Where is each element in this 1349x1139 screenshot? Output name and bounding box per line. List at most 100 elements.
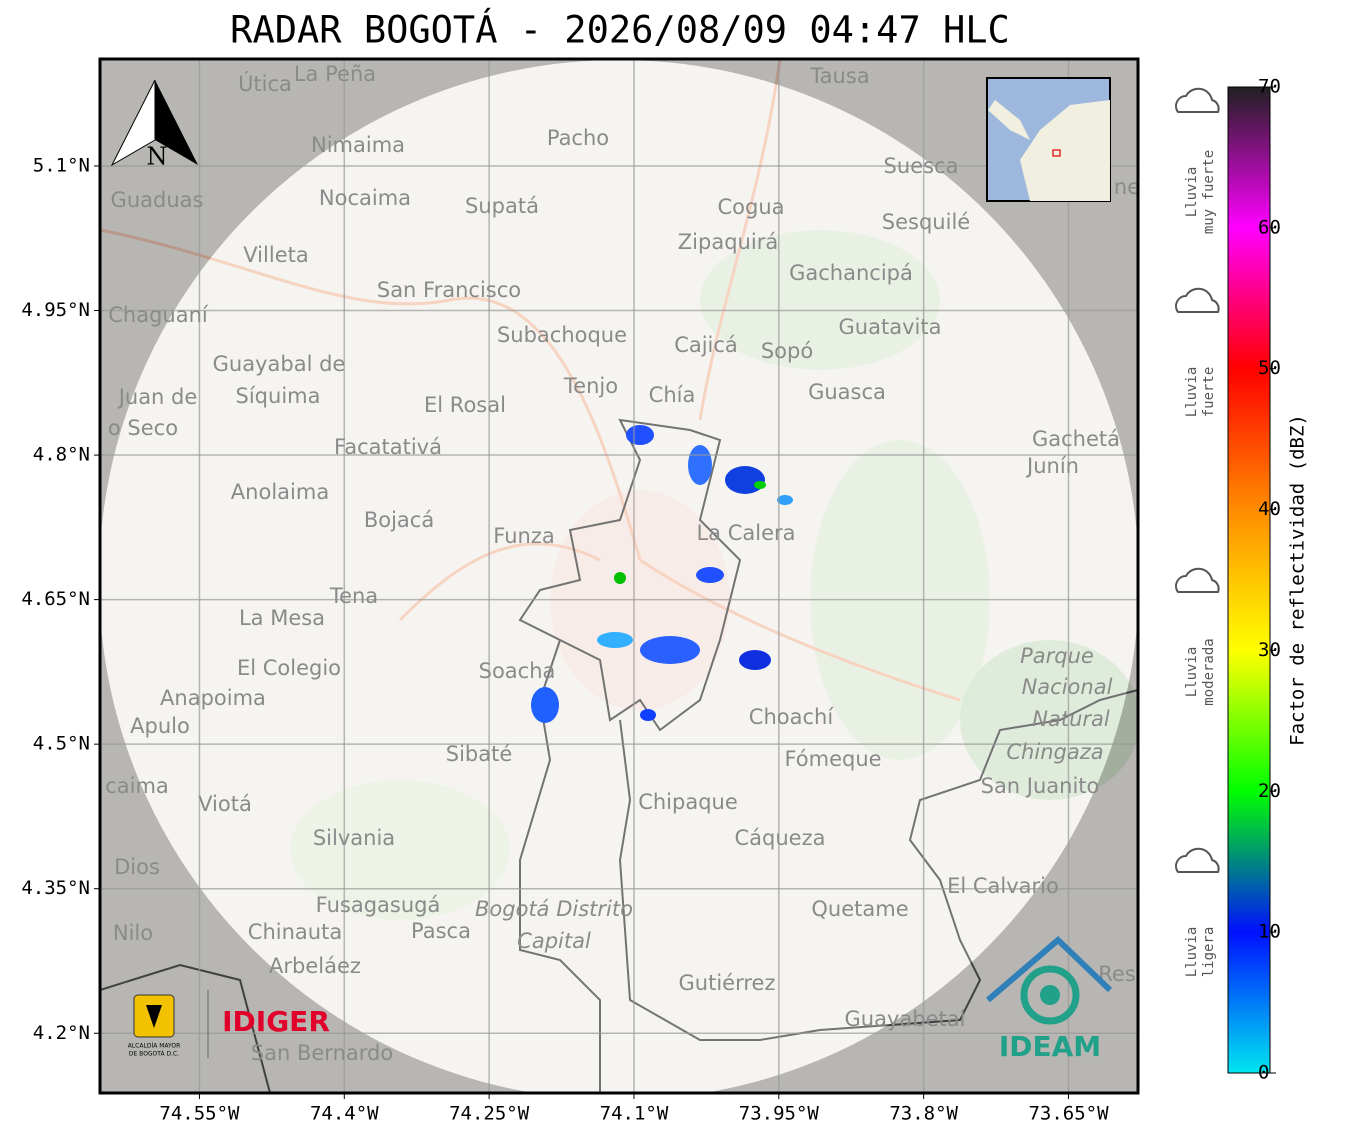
- rain-label: Lluvia: [1184, 647, 1200, 698]
- place-label: Supatá: [465, 194, 539, 218]
- place-label: Arbeláez: [269, 954, 361, 978]
- place-label: Viotá: [198, 792, 252, 816]
- place-label: El Colegio: [237, 656, 341, 680]
- colorbar-tick-label: 30: [1258, 639, 1281, 661]
- colorbar-tick-label: 50: [1258, 357, 1281, 379]
- rain-label: Lluvia: [1184, 367, 1200, 418]
- colorbar-label: Factor de reflectividad (dBZ): [1287, 414, 1309, 746]
- place-label: Fómeque: [784, 747, 881, 771]
- rain-label: moderada: [1201, 638, 1217, 705]
- place-label: Gachancipá: [789, 261, 913, 285]
- north-arrow: N: [110, 79, 198, 171]
- map-frame: [98, 57, 1140, 1095]
- place-label: La Calera: [696, 521, 795, 545]
- alcaldia-text: DE BOGOTÁ D.C.: [129, 1051, 179, 1058]
- place-label: caima: [105, 774, 169, 798]
- place-labels: Útica La Peña Tausa Pacho Nimaima Suesca Guadu…: [105, 62, 1140, 1065]
- inset-map: [986, 77, 1111, 202]
- place-label: Fusagasugá: [316, 893, 441, 917]
- colorbar-tick-label: 70: [1258, 76, 1281, 98]
- colorbar-tick-label: 60: [1258, 216, 1281, 238]
- place-label: Subachoque: [497, 323, 627, 347]
- graticule: 74.55°W 74.4°W 74.25°W 74.1°W 73.95°W 73.8°W 7…: [21, 59, 1138, 1125]
- place-label: Cáqueza: [735, 826, 826, 850]
- place-label: Nacional: [1022, 675, 1113, 699]
- place-label: Cajicá: [674, 333, 738, 357]
- place-label: Útica: [238, 71, 292, 96]
- cloud-icon: [1175, 287, 1220, 313]
- place-label: Pacho: [547, 126, 609, 150]
- place-label: Junín: [1025, 454, 1079, 478]
- colorbar-tick-label: 40: [1258, 498, 1281, 520]
- place-label: Tenjo: [563, 374, 618, 398]
- colorbar-ticks: 0 10 20 30 40 50 60 70: [1258, 76, 1281, 1084]
- place-label: Quetame: [811, 897, 908, 921]
- idiger-logo: IDIGER: [222, 1005, 330, 1038]
- cloud-icon: [1175, 87, 1220, 113]
- place-label: Chaguaní: [108, 303, 209, 327]
- place-label: Apulo: [130, 714, 190, 738]
- place-label: Sopó: [761, 339, 813, 363]
- place-label: Natural: [1032, 707, 1110, 731]
- x-tick-label: 74.25°W: [449, 1103, 530, 1125]
- ideam-logo: IDEAM: [986, 935, 1113, 1063]
- place-label: Chinauta: [248, 920, 342, 944]
- place-label: Cogua: [717, 195, 784, 219]
- rain-label: ligera: [1201, 927, 1217, 978]
- place-label: Nimaima: [311, 133, 405, 157]
- place-label: Suesca: [884, 154, 959, 178]
- colorbar-tick-label: 0: [1258, 1062, 1269, 1084]
- place-label: Capital: [517, 929, 591, 953]
- alcaldia-logo: ALCALDÍA MAYOR DE BOGOTÁ D.C.: [128, 990, 209, 1058]
- place-label: Guayabetal: [845, 1007, 966, 1031]
- place-label: Zipaquirá: [678, 230, 778, 254]
- north-label: N: [147, 143, 168, 171]
- y-tick-label: 4.2°N: [33, 1022, 90, 1044]
- colorbar-tick-label: 10: [1258, 921, 1281, 943]
- place-label: Tena: [329, 584, 378, 608]
- place-label: Sibaté: [446, 742, 513, 766]
- place-label: San Bernardo: [251, 1041, 393, 1065]
- place-label: La Peña: [294, 62, 376, 86]
- place-label: El Rosal: [424, 393, 506, 417]
- place-label: Gachetá: [1032, 427, 1120, 451]
- place-label: Bojacá: [364, 508, 434, 532]
- x-tick-label: 73.65°W: [1028, 1103, 1109, 1125]
- map-base: [100, 59, 1138, 1093]
- y-tick-label: 4.95°N: [21, 299, 90, 321]
- place-label: Chipaque: [638, 790, 738, 814]
- rain-label: Lluvia: [1184, 927, 1200, 978]
- place-label: Dios: [114, 855, 160, 879]
- place-label: Bogotá Distrito: [475, 897, 633, 921]
- place-label: Soacha: [479, 659, 556, 683]
- x-tick-label: 74.55°W: [159, 1103, 240, 1125]
- place-label: Villeta: [243, 243, 308, 267]
- x-tick-label: 74.4°W: [310, 1103, 379, 1125]
- x-tick-label: 73.95°W: [739, 1103, 820, 1125]
- place-label: Nilo: [113, 921, 153, 945]
- place-label: Sesquilé: [882, 210, 970, 234]
- rain-label: fuerte: [1201, 367, 1217, 418]
- colorbar: [1227, 86, 1271, 1074]
- place-label: Guasca: [808, 380, 886, 404]
- place-label: Gutiérrez: [679, 971, 776, 995]
- place-label: La Mesa: [239, 606, 325, 630]
- cloud-icon: [1175, 847, 1220, 873]
- y-tick-label: 4.8°N: [33, 444, 90, 466]
- colorbar-tick-label: 20: [1258, 780, 1281, 802]
- place-label: Chingaza: [1006, 740, 1103, 764]
- place-label: Silvania: [313, 826, 395, 850]
- place-label: Choachí: [749, 705, 835, 729]
- rain-label: Lluvia: [1184, 167, 1200, 218]
- x-tick-label: 73.8°W: [889, 1103, 958, 1125]
- place-label: Anapoima: [160, 686, 266, 710]
- y-tick-label: 4.5°N: [33, 733, 90, 755]
- place-label: Síquima: [236, 384, 321, 408]
- ideam-text: IDEAM: [999, 1030, 1101, 1063]
- place-label: ne: [1114, 175, 1140, 199]
- radar-echoes: [531, 425, 793, 723]
- title: RADAR BOGOTÁ - 2026/08/09 04:47 HLC: [230, 8, 1010, 52]
- place-label: Tausa: [809, 64, 869, 88]
